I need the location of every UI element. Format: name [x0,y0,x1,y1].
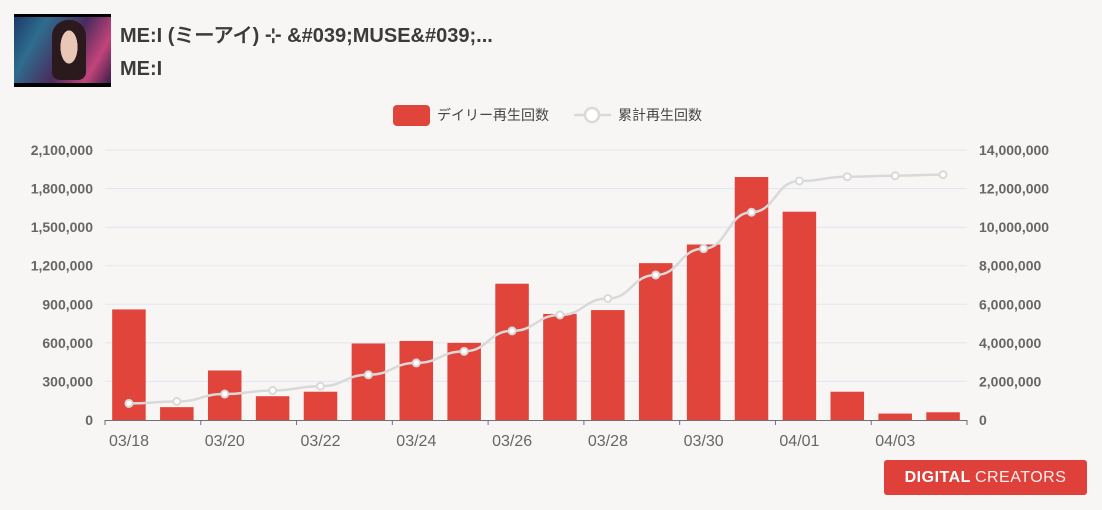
bar-daily [638,263,673,420]
y-right-tick-label: 14,000,000 [979,142,1049,158]
y-left-tick-label: 1,800,000 [31,181,93,197]
x-tick-label: 03/18 [109,433,149,450]
bar-daily [351,343,386,420]
line-point-cumulative [220,389,230,399]
line-cumulative [128,173,944,405]
line-point-cumulative [268,385,278,395]
x-tick-label: 03/30 [684,433,724,450]
y-left-tick-label: 900,000 [42,296,93,312]
y-right-tick-label: 8,000,000 [979,258,1041,274]
x-tick-label: 04/03 [875,433,915,450]
bar-daily [878,413,912,420]
bar-daily [495,283,529,420]
channel-name[interactable]: ME:I [120,58,163,80]
line-point-cumulative [555,310,565,320]
legend-label-cumulative: 累計再生回数 [618,108,702,124]
y-right-tick-label: 10,000,000 [979,219,1049,235]
y-left-tick-label: 2,100,000 [31,142,93,158]
bar-daily [734,177,769,420]
video-thumbnail[interactable] [14,14,111,87]
x-tick-label: 03/24 [396,433,436,450]
x-tick-label: 03/26 [492,433,532,450]
legend-swatch-daily [393,105,430,126]
thumbnail-figure [52,20,86,80]
line-point-cumulative [842,172,852,182]
y-left-tick-label: 1,500,000 [31,219,93,235]
bar-daily [543,313,577,420]
legend-label-daily: デイリー再生回数 [437,107,549,124]
line-point-cumulative [172,396,182,406]
x-tick-label: 03/28 [588,433,628,450]
video-title[interactable]: ME:I (ミーアイ) ⊹ &#039;MUSE&#039;... [120,25,493,47]
line-point-cumulative [411,358,421,368]
line-point-cumulative [794,176,804,186]
line-point-cumulative [507,326,517,336]
line-point-cumulative [459,346,469,356]
x-tick-label: 04/01 [779,433,819,450]
bar-daily [830,391,865,420]
y-right-tick-label: 12,000,000 [979,181,1049,197]
line-point-cumulative [363,370,373,380]
line-point-cumulative [699,244,709,254]
y-right-tick-label: 0 [979,412,987,428]
bar-daily [591,310,625,420]
line-point-cumulative [890,171,900,181]
y-right-tick-label: 6,000,000 [979,296,1041,312]
bar-daily [160,407,194,420]
y-right-tick-label: 2,000,000 [979,373,1041,389]
bar-daily [303,391,338,420]
bar-daily [782,211,817,420]
line-point-cumulative [747,207,756,217]
logo-text-light: CREATORS [974,468,1067,486]
legend-swatch-cumulative-dot [583,106,601,124]
line-point-cumulative [651,270,661,280]
y-left-tick-label: 0 [85,412,93,428]
line-point-cumulative [316,381,325,391]
bar-daily [255,396,290,420]
line-point-cumulative [938,170,948,180]
digital-creators-logo: DIGITAL CREATORS [884,460,1087,495]
bar-daily [926,412,960,420]
y-right-tick-label: 4,000,000 [979,335,1041,351]
bar-daily [686,244,721,420]
logo-text-bold: DIGITAL [904,468,971,486]
y-left-tick-label: 600,000 [42,335,93,351]
line-point-cumulative [603,294,613,303]
y-left-tick-label: 1,200,000 [31,258,93,274]
y-left-tick-label: 300,000 [42,373,93,389]
x-tick-label: 03/20 [205,433,245,450]
line-point-cumulative [124,398,134,408]
bar-daily [399,340,434,420]
x-tick-label: 03/22 [301,433,341,450]
